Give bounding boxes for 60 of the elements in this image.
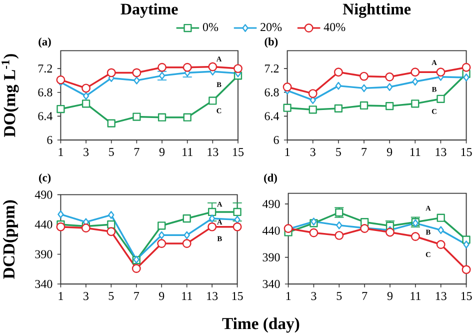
y-axis-title: DCD(ppm) <box>2 200 18 279</box>
x-tick-label: 13 <box>207 292 218 300</box>
x-tick-label: 1 <box>58 292 63 300</box>
x-tick-label: 9 <box>158 292 164 300</box>
legend-label: 20% <box>260 23 282 32</box>
y-tick-label: 490 <box>262 200 280 208</box>
y-tick-label: 340 <box>35 280 52 288</box>
text: (b) <box>264 38 278 48</box>
x-tick-label: 13 <box>208 148 218 156</box>
y-tick-label: 7.2 <box>38 64 52 73</box>
x-tick-label: 3 <box>311 292 316 300</box>
x-tick-label: 7 <box>362 292 368 300</box>
x-axis-title: Time (day) <box>222 317 300 333</box>
x-tick-label: 7 <box>134 292 140 300</box>
x-tick-label: 11 <box>182 148 192 156</box>
x-tick-label: 9 <box>386 148 392 156</box>
text: (c) <box>39 173 51 184</box>
x-tick-label: 5 <box>109 148 114 156</box>
y-tick-label: 440 <box>262 226 280 235</box>
y-tick-label: 6.8 <box>264 88 279 96</box>
x-tick-label: 3 <box>84 292 88 300</box>
x-tick-label: 5 <box>336 148 341 156</box>
y-tick-label: 440 <box>34 220 52 229</box>
y-tick-label: 7.2 <box>265 64 279 73</box>
y-tick-label: 6.8 <box>38 88 52 96</box>
x-tick-label: 7 <box>134 148 140 156</box>
x-tick-label: 3 <box>84 148 89 156</box>
text: (d) <box>264 174 277 184</box>
x-tick-label: 1 <box>286 292 291 300</box>
x-tick-label: 11 <box>410 148 420 156</box>
legend-label: 0% <box>202 23 218 32</box>
x-tick-label: 13 <box>436 148 446 156</box>
y-tick-label: 490 <box>34 190 52 199</box>
legend-label: 40% <box>324 23 346 32</box>
text: (a) <box>38 38 51 48</box>
x-tick-label: 1 <box>58 148 63 156</box>
y-tick-label: 390 <box>262 253 280 262</box>
x-tick-label: 15 <box>461 148 472 156</box>
x-tick-label: 9 <box>159 148 165 156</box>
x-tick-label: 13 <box>436 292 446 300</box>
x-tick-label: 3 <box>310 148 316 156</box>
x-tick-label: 7 <box>362 148 367 156</box>
x-tick-label: 15 <box>233 148 244 156</box>
y-axis-title: DO(mg L$^{-1}$) <box>2 54 19 138</box>
x-tick-label: 15 <box>461 292 472 300</box>
y-tick-label: 6 <box>274 136 279 144</box>
x-tick-label: 5 <box>336 292 342 300</box>
x-tick-label: 5 <box>108 292 114 300</box>
y-tick-label: 6.4 <box>38 112 52 120</box>
x-tick-label: 11 <box>182 292 192 300</box>
chart-title: Daytime <box>120 3 178 18</box>
y-tick-label: 6 <box>47 136 52 144</box>
y-tick-label: 6.4 <box>264 112 280 120</box>
y-tick-label: 390 <box>35 250 52 258</box>
x-tick-label: 1 <box>285 148 290 156</box>
chart-title: Nighttime <box>342 3 411 18</box>
y-tick-label: 340 <box>262 280 280 288</box>
x-tick-label: 11 <box>410 292 421 300</box>
x-tick-label: 9 <box>387 292 393 300</box>
x-tick-label: 15 <box>232 292 243 300</box>
